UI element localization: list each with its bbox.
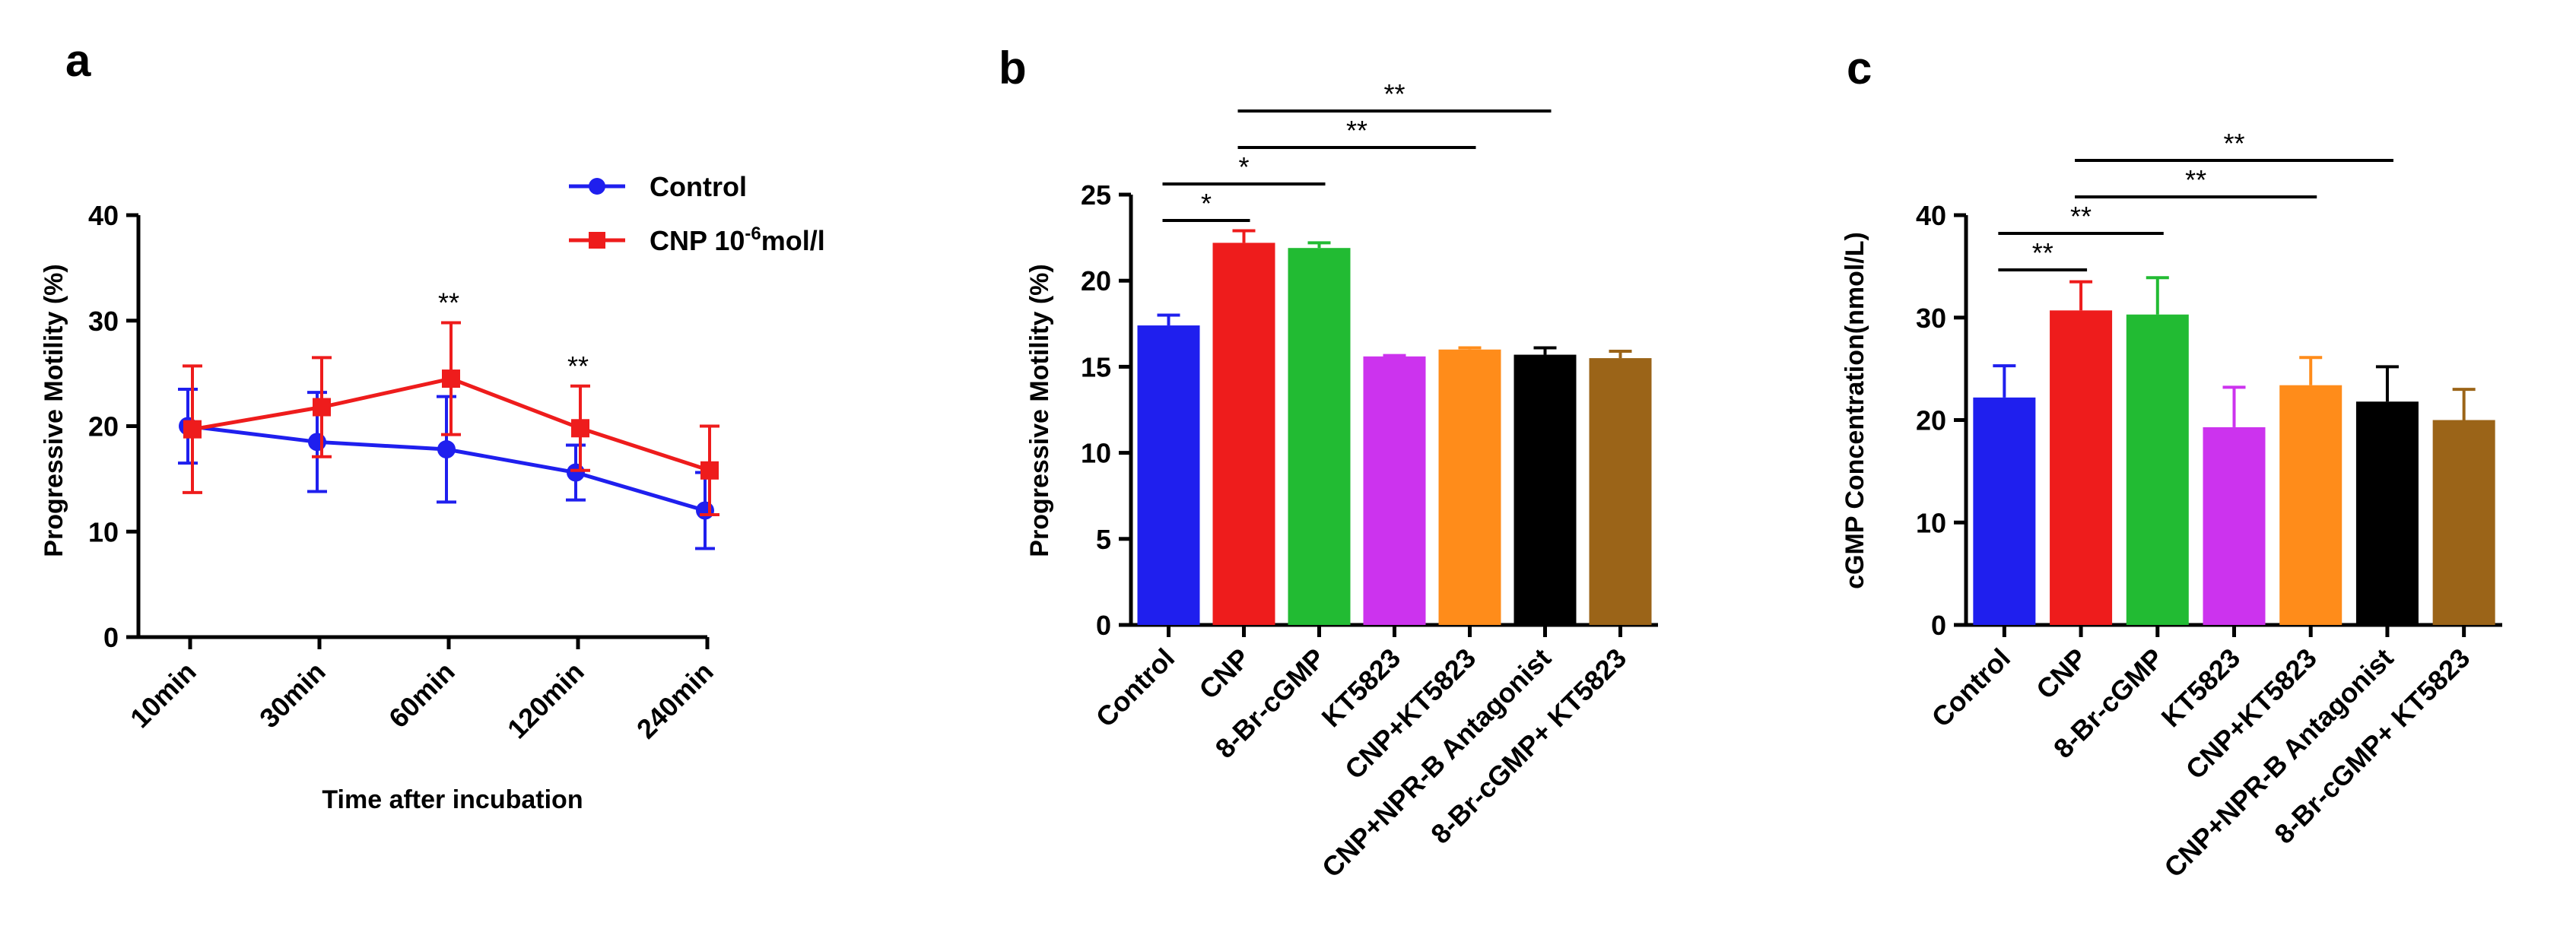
panel-a-y-tick-label: 10 xyxy=(88,516,119,547)
bar-cnp-kt5823 xyxy=(2279,385,2343,625)
series-cnp-10-point xyxy=(571,419,589,438)
significance-marker: ** xyxy=(1346,115,1367,146)
panel-a-y-tick-label: 0 xyxy=(103,622,119,653)
legend-cnp-label-main: CNP 10 xyxy=(650,225,745,256)
panel-c-y-tick-label: 10 xyxy=(1916,507,1946,538)
significance-marker: ** xyxy=(2185,164,2206,195)
bar-8-br-cgmp-kt5823 xyxy=(1589,358,1652,625)
panel-a-data-marks: ** ** xyxy=(178,287,719,550)
significance-marker: ** xyxy=(2032,237,2053,268)
panel-c-y-tick-label: 0 xyxy=(1931,610,1946,641)
panel-b-y-tick-label: 15 xyxy=(1081,351,1111,382)
panel-c-label: c xyxy=(1847,43,1872,94)
series-control-point xyxy=(437,440,456,459)
panel-c-data-marks: ** ** ** ** xyxy=(1973,128,2495,625)
panel-c-y-tick-label: 40 xyxy=(1916,200,1946,231)
significance-marker: ** xyxy=(2070,201,2092,232)
bar-cnp xyxy=(2050,310,2113,625)
legend-cnp-label-superscript: -6 xyxy=(745,224,761,244)
panel-a-x-axis-label: Time after incubation xyxy=(322,785,583,814)
legend-control-marker xyxy=(589,178,605,195)
bar-cnp-npr-b-antagonist xyxy=(1514,354,1577,625)
panel-a-y-tick-label: 40 xyxy=(88,200,119,231)
panel-a-label: a xyxy=(65,35,91,86)
panel-b-y-axis-label: Progressive Motility (%) xyxy=(1025,264,1054,557)
series-cnp-10-point xyxy=(442,369,460,388)
panel-b-data-marks: ****** xyxy=(1137,78,1652,625)
panel-b-label: b xyxy=(999,43,1027,94)
significance-marker: ** xyxy=(567,350,589,382)
legend-cnp-marker xyxy=(589,232,605,249)
legend-cnp-label: CNP 10-6mol/l xyxy=(650,224,825,256)
panel-c-y-tick-label: 30 xyxy=(1916,303,1946,334)
panel-a-y-axis-label: Progressive Motility (%) xyxy=(40,264,68,557)
significance-marker: ** xyxy=(438,287,459,319)
panel-c-y-axis-label: cGMP Concentration(nmol/L) xyxy=(1841,232,1869,589)
series-cnp-10-point xyxy=(183,420,202,439)
series-control-point xyxy=(696,501,714,520)
series-cnp-10-point xyxy=(313,398,331,417)
series-control-point xyxy=(308,433,326,452)
bar-kt5823 xyxy=(1363,356,1426,625)
panel-c-y-tick-label: 20 xyxy=(1916,405,1946,436)
panel-a-legend: Control CNP 10-6mol/l xyxy=(569,171,825,256)
panel-b-y-tick-label: 20 xyxy=(1081,265,1111,297)
panel-b-y-tick-label: 10 xyxy=(1081,438,1111,469)
panel-b-y-tick-label: 5 xyxy=(1096,524,1111,555)
series-cnp-10-point xyxy=(700,461,719,480)
significance-marker: ** xyxy=(2223,128,2244,159)
bar-8-br-cgmp-kt5823 xyxy=(2432,420,2495,625)
bar-8-br-cgmp xyxy=(2126,314,2189,625)
legend-control-label: Control xyxy=(650,171,747,202)
legend-cnp-label-unit: mol/l xyxy=(761,225,825,256)
panel-a-y-tick-label: 30 xyxy=(88,306,119,337)
bar-8-br-cgmp xyxy=(1288,248,1351,625)
bar-kt5823 xyxy=(2203,427,2266,625)
significance-marker: * xyxy=(1238,151,1249,182)
series-control-point xyxy=(567,463,585,482)
panel-b-y-tick-label: 25 xyxy=(1081,179,1111,211)
bar-control xyxy=(1973,397,2036,625)
significance-marker: * xyxy=(1201,188,1212,219)
bar-cnp-npr-b-antagonist xyxy=(2355,401,2419,625)
bar-cnp-kt5823 xyxy=(1438,349,1501,625)
bar-cnp xyxy=(1212,243,1275,625)
significance-marker: ** xyxy=(1383,78,1405,109)
bar-control xyxy=(1137,325,1200,625)
panel-a-y-tick-label: 20 xyxy=(88,411,119,442)
panel-b-y-tick-label: 0 xyxy=(1096,610,1111,641)
